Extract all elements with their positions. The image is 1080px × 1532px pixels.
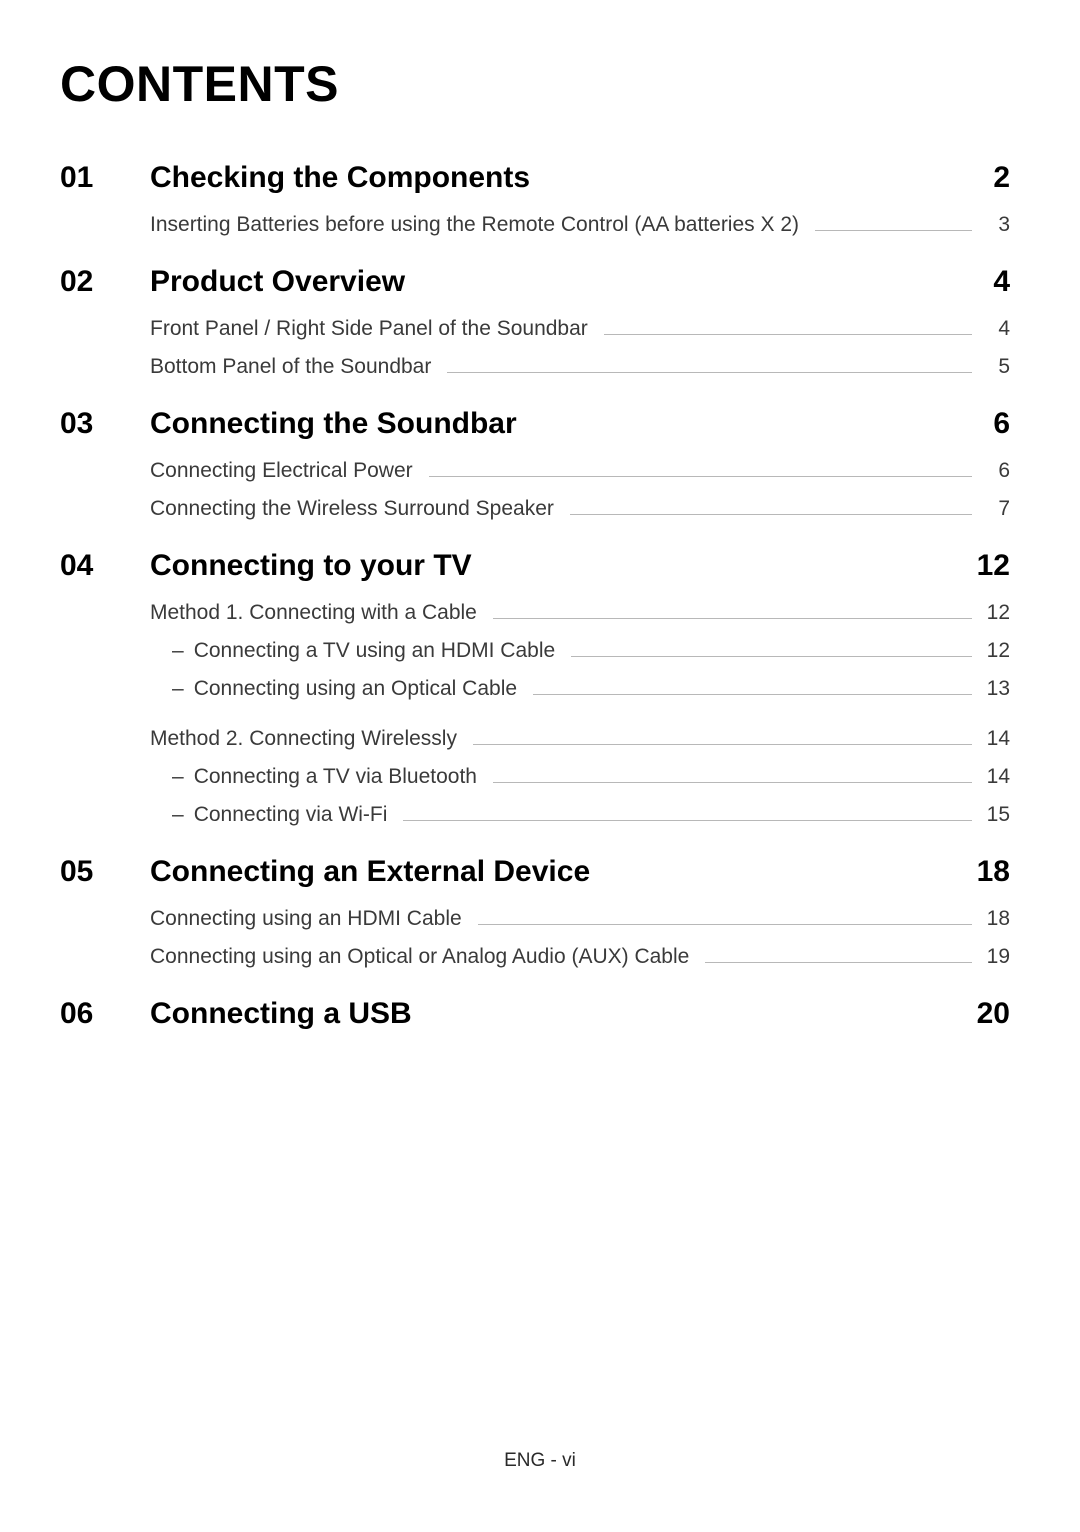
sub-text[interactable]: Inserting Batteries before using the Rem… <box>150 213 799 237</box>
section-page: 2 <box>950 161 1010 195</box>
sub-text[interactable]: Bottom Panel of the Soundbar <box>150 355 431 379</box>
sub-text[interactable]: Connecting the Wireless Surround Speaker <box>150 497 554 521</box>
sub-page: 4 <box>980 317 1010 341</box>
sub-row: Method 1. Connecting with a Cable 12 <box>150 601 1010 625</box>
sub-child-row: –Connecting using an Optical Cable 13 <box>150 677 1010 701</box>
subsection-block: Inserting Batteries before using the Rem… <box>150 213 1010 237</box>
section-row: 02Product Overview4 <box>60 265 1010 299</box>
sub-row: Front Panel / Right Side Panel of the So… <box>150 317 1010 341</box>
subsection-block: Front Panel / Right Side Panel of the So… <box>150 317 1010 379</box>
sub-row: Connecting Electrical Power 6 <box>150 459 1010 483</box>
sub-row: Connecting using an Optical or Analog Au… <box>150 945 1010 969</box>
section-page: 6 <box>950 407 1010 441</box>
dash-icon: – <box>172 639 184 663</box>
dash-icon: – <box>172 765 184 789</box>
leader-line <box>815 230 972 231</box>
leader-line <box>403 820 972 821</box>
sub-page: 14 <box>980 727 1010 751</box>
subsection-block: Connecting using an HDMI Cable18Connecti… <box>150 907 1010 969</box>
leader-line <box>478 924 972 925</box>
sub-child-text[interactable]: Connecting via Wi-Fi <box>194 803 388 827</box>
section-title[interactable]: Checking the Components <box>150 161 950 195</box>
sub-child-row: –Connecting via Wi-Fi 15 <box>150 803 1010 827</box>
sub-child-page: 15 <box>980 803 1010 827</box>
sub-text[interactable]: Connecting using an Optical or Analog Au… <box>150 945 689 969</box>
section-title[interactable]: Product Overview <box>150 265 950 299</box>
sub-page: 19 <box>980 945 1010 969</box>
section-number: 04 <box>60 549 150 583</box>
section-number: 05 <box>60 855 150 889</box>
section-page: 20 <box>950 997 1010 1031</box>
leader-line <box>493 618 972 619</box>
sub-text[interactable]: Front Panel / Right Side Panel of the So… <box>150 317 588 341</box>
dash-icon: – <box>172 677 184 701</box>
section-page: 12 <box>950 549 1010 583</box>
sub-page: 3 <box>980 213 1010 237</box>
sub-page: 18 <box>980 907 1010 931</box>
sub-row: Connecting the Wireless Surround Speaker… <box>150 497 1010 521</box>
section-row: 03Connecting the Soundbar6 <box>60 407 1010 441</box>
section-row: 04Connecting to your TV12 <box>60 549 1010 583</box>
sub-child-row: –Connecting a TV using an HDMI Cable 12 <box>150 639 1010 663</box>
section-row: 05Connecting an External Device18 <box>60 855 1010 889</box>
section-row: 06Connecting a USB20 <box>60 997 1010 1031</box>
sub-row: Bottom Panel of the Soundbar 5 <box>150 355 1010 379</box>
page-container: CONTENTS 01Checking the Components2 Inser… <box>0 0 1080 1051</box>
section-row: 01Checking the Components2 <box>60 161 1010 195</box>
sub-row: Connecting using an HDMI Cable 18 <box>150 907 1010 931</box>
section-title[interactable]: Connecting an External Device <box>150 855 950 889</box>
table-of-contents: 01Checking the Components2 Inserting Batt… <box>60 161 1010 1051</box>
leader-line <box>429 476 972 477</box>
section-number: 02 <box>60 265 150 299</box>
sub-child-text[interactable]: Connecting a TV using an HDMI Cable <box>194 639 555 663</box>
section-page: 4 <box>950 265 1010 299</box>
leader-line <box>493 782 972 783</box>
subsection-block: Connecting Electrical Power 6 Connecting t… <box>150 459 1010 521</box>
section-title[interactable]: Connecting a USB <box>150 997 950 1031</box>
sub-page: 5 <box>980 355 1010 379</box>
contents-title: CONTENTS <box>60 55 1010 113</box>
section-page: 18 <box>950 855 1010 889</box>
page-footer: ENG - vi <box>0 1450 1080 1472</box>
section-title[interactable]: Connecting the Soundbar <box>150 407 950 441</box>
sub-row: Inserting Batteries before using the Rem… <box>150 213 1010 237</box>
dash-icon: – <box>172 803 184 827</box>
sub-page: 6 <box>980 459 1010 483</box>
leader-line <box>570 514 972 515</box>
sub-child-text[interactable]: Connecting a TV via Bluetooth <box>194 765 477 789</box>
sub-row: Method 2. Connecting Wirelessly 14 <box>150 727 1010 751</box>
leader-line <box>705 962 972 963</box>
sub-text[interactable]: Connecting using an HDMI Cable <box>150 907 462 931</box>
sub-child-text[interactable]: Connecting using an Optical Cable <box>194 677 517 701</box>
sub-text[interactable]: Method 2. Connecting Wirelessly <box>150 727 457 751</box>
leader-line <box>604 334 972 335</box>
sub-page: 12 <box>980 601 1010 625</box>
sub-text[interactable]: Connecting Electrical Power <box>150 459 413 483</box>
sub-child-row: –Connecting a TV via Bluetooth 14 <box>150 765 1010 789</box>
sub-text[interactable]: Method 1. Connecting with a Cable <box>150 601 477 625</box>
leader-line <box>473 744 972 745</box>
sub-child-page: 12 <box>980 639 1010 663</box>
sub-page: 7 <box>980 497 1010 521</box>
section-number: 06 <box>60 997 150 1031</box>
leader-line <box>571 656 972 657</box>
sub-child-page: 14 <box>980 765 1010 789</box>
leader-line <box>447 372 972 373</box>
leader-line <box>533 694 972 695</box>
sub-child-page: 13 <box>980 677 1010 701</box>
section-number: 03 <box>60 407 150 441</box>
subsection-block: Method 1. Connecting with a Cable12–Conn… <box>150 601 1010 827</box>
section-number: 01 <box>60 161 150 195</box>
section-title[interactable]: Connecting to your TV <box>150 549 950 583</box>
